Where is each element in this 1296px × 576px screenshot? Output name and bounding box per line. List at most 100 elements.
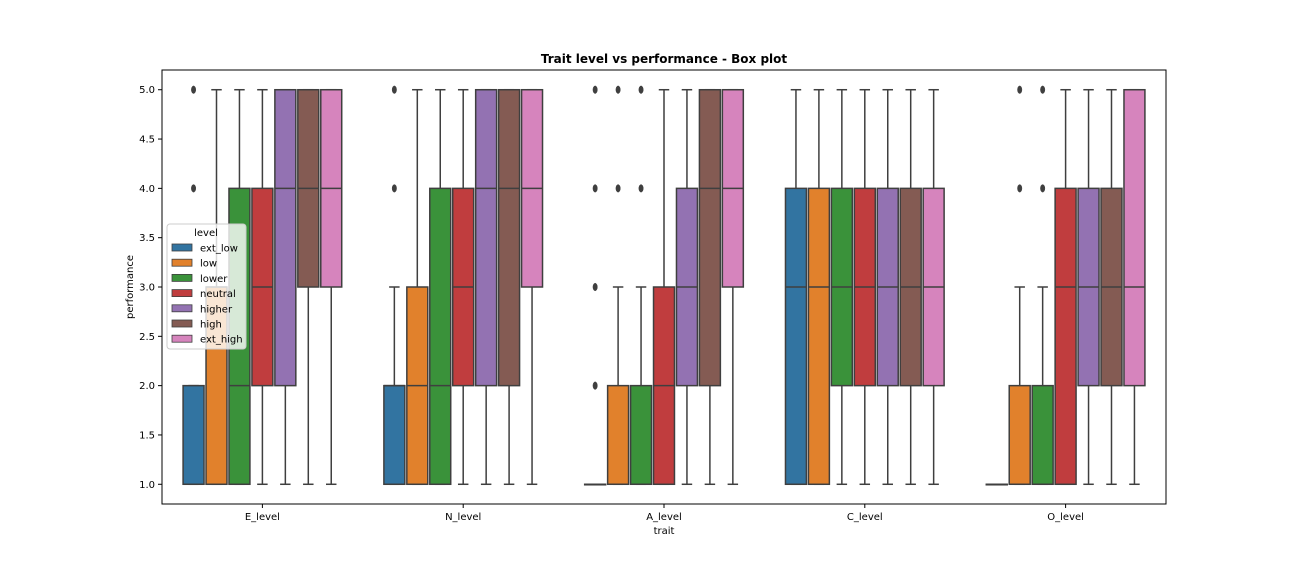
box-body xyxy=(1123,88,1146,387)
outlier-point xyxy=(1017,184,1023,193)
x-tick-label: E_level xyxy=(245,512,280,523)
box-N_level-high xyxy=(497,88,521,486)
box-E_level-high xyxy=(297,88,320,486)
legend-label-higher: higher xyxy=(200,304,233,315)
y-tick-label: 3.5 xyxy=(139,233,155,244)
box-O_level-higher xyxy=(1077,88,1100,486)
box-A_level-low xyxy=(606,85,630,486)
box-O_level-neutral xyxy=(1054,88,1077,486)
box-C_level-high xyxy=(899,88,922,486)
x-tick-label: A_level xyxy=(646,512,682,523)
x-axis-label: trait xyxy=(654,526,675,537)
y-tick-label: 2.0 xyxy=(139,381,155,392)
legend-title: level xyxy=(194,228,218,239)
box-C_level-higher xyxy=(876,88,899,486)
outlier-point xyxy=(615,85,621,94)
box-N_level-ext_high xyxy=(520,88,544,486)
box-C_level-lower xyxy=(830,88,854,486)
box-N_level-ext_low xyxy=(383,85,406,486)
outlier-point xyxy=(391,85,397,94)
box-A_level-neutral xyxy=(652,88,676,486)
legend-swatch-ext_low xyxy=(171,243,193,252)
legend: level ext_lowlowlowerneutralhigherhighex… xyxy=(166,223,247,350)
legend-label-lower: lower xyxy=(200,274,228,285)
outlier-point xyxy=(592,282,598,292)
box-C_level-low xyxy=(807,88,831,486)
y-axis: 1.0 1.5 2.0 2.5 3.0 3.5 4.0 4.5 5.0 xyxy=(139,85,162,491)
legend-swatch-higher xyxy=(171,304,193,313)
legend-label-high: high xyxy=(200,320,222,331)
outlier-point xyxy=(191,85,197,94)
box-N_level-higher xyxy=(474,88,498,486)
legend-label-ext_low: ext_low xyxy=(200,244,238,255)
y-tick-label: 1.5 xyxy=(139,430,155,441)
box-body xyxy=(474,88,498,387)
x-tick-label: N_level xyxy=(445,512,481,523)
y-axis-label: performance xyxy=(125,255,136,319)
legend-swatch-high xyxy=(171,319,193,328)
box-O_level-ext_low xyxy=(985,483,1008,486)
box-E_level-ext_high xyxy=(320,88,343,486)
box-body xyxy=(497,88,521,387)
outlier-point xyxy=(191,184,197,193)
outlier-point xyxy=(1040,85,1046,94)
box-C_level-neutral xyxy=(853,88,877,486)
outlier-point xyxy=(592,184,598,193)
box-body xyxy=(606,384,630,486)
box-A_level-ext_low xyxy=(583,85,607,486)
box-body xyxy=(629,384,653,486)
x-tick-label: O_level xyxy=(1047,512,1084,523)
y-tick-label: 4.5 xyxy=(139,135,155,146)
box-N_level-lower xyxy=(429,88,452,486)
box-O_level-ext_high xyxy=(1123,88,1146,486)
legend-label-low: low xyxy=(200,259,217,270)
box-body xyxy=(1054,187,1077,486)
box-body xyxy=(182,384,205,486)
outlier-point xyxy=(638,184,644,193)
outlier-point xyxy=(592,85,598,94)
y-tick-label: 2.5 xyxy=(139,332,155,343)
box-O_level-high xyxy=(1100,88,1123,486)
box-E_level-ext_low xyxy=(182,85,205,486)
outlier-point xyxy=(615,184,621,193)
chart-title: Trait level vs performance - Box plot xyxy=(541,52,788,66)
box-E_level-higher xyxy=(274,88,297,486)
legend-label-ext_high: ext_high xyxy=(200,335,243,346)
box-body xyxy=(698,88,722,387)
x-tick-label: C_level xyxy=(847,512,883,523)
y-tick-label: 5.0 xyxy=(139,85,155,96)
outlier-point xyxy=(1017,85,1023,94)
legend-frame xyxy=(166,223,247,350)
y-tick-label: 4.0 xyxy=(139,184,155,195)
box-O_level-low xyxy=(1008,85,1031,486)
legend-swatch-lower xyxy=(171,273,193,282)
outlier-point xyxy=(592,381,598,390)
x-axis: E_level N_level A_level C_level O_level xyxy=(245,504,1084,523)
box-body xyxy=(1008,384,1031,486)
box-body xyxy=(1031,384,1054,486)
y-tick-label: 3.0 xyxy=(139,283,155,294)
legend-swatch-ext_high xyxy=(171,334,193,343)
box-C_level-ext_high xyxy=(922,88,945,486)
box-body xyxy=(807,187,831,486)
outlier-point xyxy=(638,85,644,94)
plot-area xyxy=(182,85,1146,486)
box-A_level-ext_high xyxy=(721,88,745,486)
box-body xyxy=(429,187,452,486)
outlier-point xyxy=(1040,184,1046,193)
legend-swatch-neutral xyxy=(171,289,193,298)
box-E_level-neutral xyxy=(251,88,274,486)
box-body xyxy=(274,88,297,387)
box-body xyxy=(383,384,406,486)
box-O_level-lower xyxy=(1031,85,1054,486)
legend-label-neutral: neutral xyxy=(200,289,236,300)
box-A_level-high xyxy=(698,88,722,486)
box-A_level-higher xyxy=(675,88,699,486)
box-C_level-ext_low xyxy=(784,88,808,486)
y-tick-label: 1.0 xyxy=(139,480,155,491)
box-N_level-low xyxy=(406,88,429,486)
box-N_level-neutral xyxy=(451,88,475,486)
box-body xyxy=(784,187,808,486)
